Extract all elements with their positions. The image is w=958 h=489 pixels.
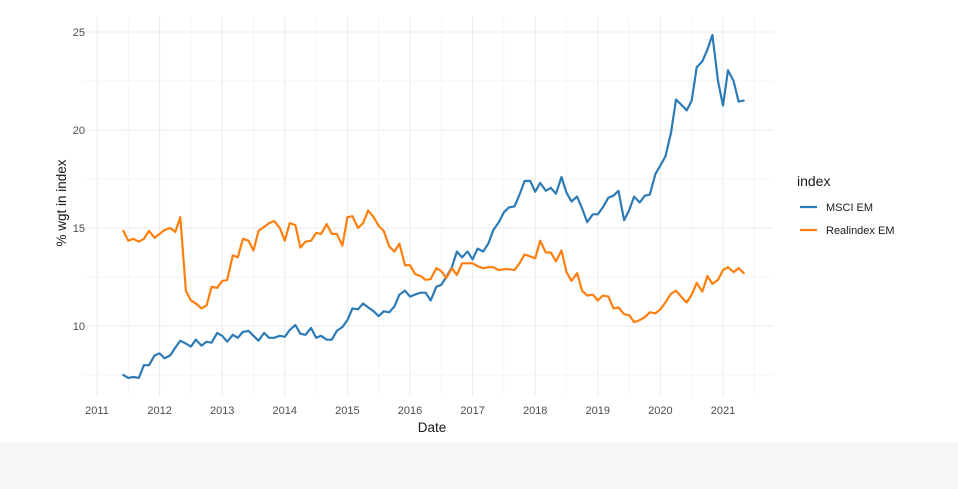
y-axis-title: % wgt in index (54, 159, 69, 246)
series-line (122, 33, 745, 379)
x-tick-label: 2021 (711, 405, 735, 417)
x-tick-label: 2014 (273, 405, 297, 417)
legend-title: index (797, 173, 830, 189)
x-tick-label: 2019 (586, 405, 610, 417)
x-axis-ticks: 2011 2012 2013 2014 2015 2016 2017 2018 2019 2020… (85, 405, 735, 417)
x-tick-label: 2012 (147, 405, 171, 417)
grid (83, 17, 773, 396)
x-tick-label: 2011 (85, 405, 109, 417)
y-tick-label: 25 (73, 27, 85, 39)
x-tick-label: 2018 (523, 405, 547, 417)
x-tick-label: 2015 (335, 405, 359, 417)
x-tick-label: 2013 (210, 405, 234, 417)
y-tick-label: 15 (73, 223, 85, 235)
legend-entries: MSCI EM Realindex EM (800, 202, 894, 237)
x-tick-label: 2017 (460, 405, 484, 417)
legend: index MSCI EM Realindex EM (797, 173, 894, 237)
series-line (122, 209, 745, 324)
y-tick-label: 20 (73, 125, 85, 137)
y-tick-label: 10 (73, 321, 85, 333)
x-tick-label: 2016 (398, 405, 422, 417)
series-lines (122, 33, 745, 379)
legend-label: MSCI EM (826, 202, 873, 214)
x-tick-label: 2020 (648, 405, 672, 417)
page-footer-band (0, 443, 958, 489)
y-axis-ticks: 10 15 20 25 (73, 27, 85, 333)
x-axis-title: Date (418, 420, 447, 435)
legend-label: Realindex EM (826, 225, 894, 237)
